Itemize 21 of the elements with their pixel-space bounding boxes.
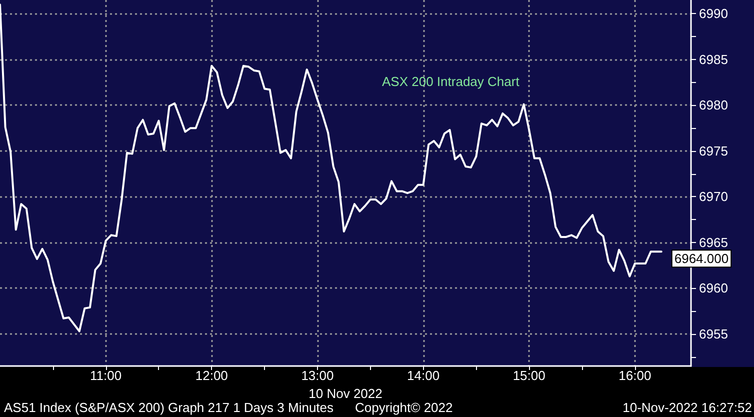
x-axis-title: 10 Nov 2022 xyxy=(308,386,382,401)
x-tick-label: 16:00 xyxy=(618,368,652,383)
text: ASX 200 Intraday Chart xyxy=(382,74,520,89)
x-tick-label: 14:00 xyxy=(407,368,440,383)
text: Copyright© 2022 xyxy=(355,400,453,415)
y-tick-label: 6955 xyxy=(699,326,728,342)
y-tick-label: 6970 xyxy=(699,189,728,204)
data-label: 6964.000 xyxy=(674,251,729,266)
y-tick-label: 6960 xyxy=(699,280,728,296)
x-tick-label: 13:00 xyxy=(301,368,334,383)
y-tick-label: 6975 xyxy=(699,143,728,158)
text: 10-Nov-2022 16:27:52 xyxy=(622,400,752,415)
y-tick-label: 6980 xyxy=(699,98,728,113)
x-tick-label: 11:00 xyxy=(90,368,122,383)
text: AS51 Index (S&P/ASX 200) Graph 217 1 Days 3 Minutes xyxy=(4,400,334,415)
y-tick-label: 6965 xyxy=(699,234,728,250)
x-tick-label: 15:00 xyxy=(512,368,546,383)
x-tick-label: 12:00 xyxy=(195,368,228,383)
line-series xyxy=(0,4,662,332)
y-tick-label: 6990 xyxy=(699,6,728,22)
y-tick-label: 6985 xyxy=(699,52,728,67)
